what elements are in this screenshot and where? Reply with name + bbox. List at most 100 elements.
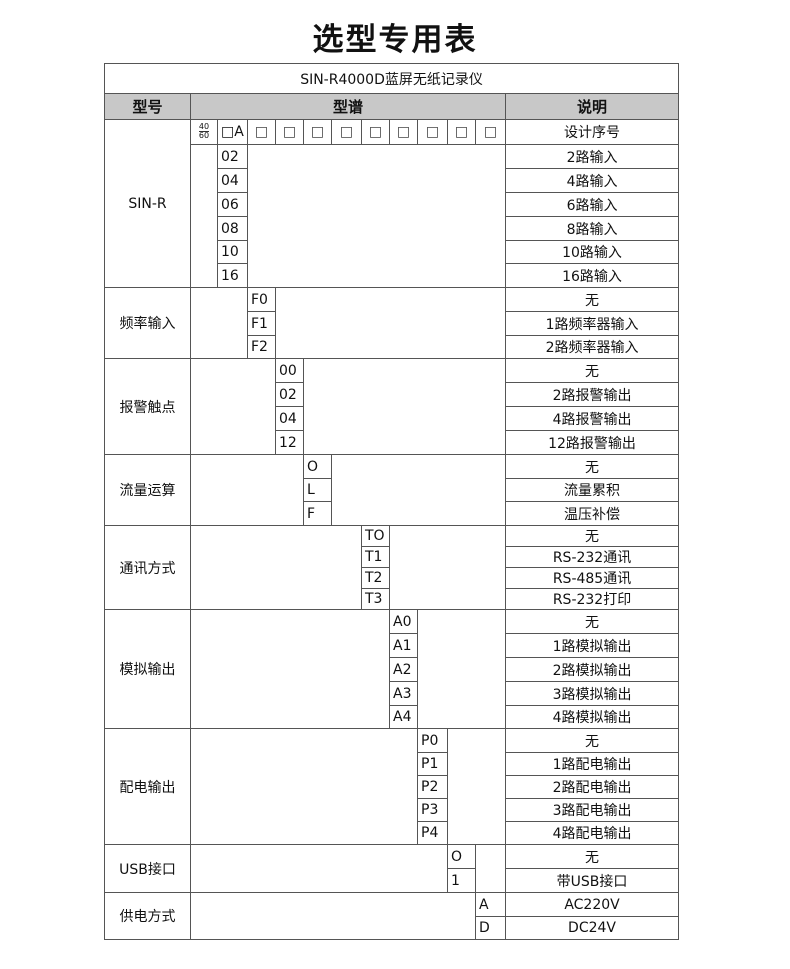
selection-table: SIN-R4000D蓝屏无纸记录仪 型号 型谱 说明 SIN-R 40 60 □A □ □… (103, 63, 680, 940)
empty-cell (190, 609, 390, 729)
empty-cell (190, 287, 248, 359)
code-cell: F0 (247, 287, 276, 312)
table-row: F 温压补偿 (105, 501, 680, 526)
empty-cell (190, 144, 218, 288)
code-cell: F2 (247, 335, 276, 359)
empty-cell (475, 844, 506, 893)
design-code-box: □ (475, 119, 506, 145)
empty-cell (303, 358, 506, 455)
desc-cell: 无 (504, 844, 680, 869)
type-label: 频率输入 (104, 287, 191, 359)
type-label: 模拟输出 (104, 609, 191, 729)
code-cell: A3 (389, 681, 418, 706)
desc-cell: RS-232打印 (504, 588, 680, 610)
code-cell: 06 (217, 192, 248, 217)
code-cell: O (447, 844, 476, 869)
empty-cell (190, 525, 362, 610)
design-code-box: □ (331, 119, 362, 145)
header-code: 型谱 (190, 93, 506, 120)
table-row: USB接口 O 无 (104, 844, 680, 893)
table-row: 06 6路输入 (105, 192, 680, 217)
desc-cell: AC220V (504, 892, 680, 917)
desc-cell: 2路频率器输入 (504, 335, 680, 359)
empty-cell (190, 844, 448, 893)
table-row: 报警触点 00 无 (104, 358, 680, 455)
code-cell: 00 (275, 358, 304, 383)
desc-cell: 3路模拟输出 (504, 681, 680, 706)
type-label: SIN-R (104, 119, 191, 288)
desc-cell: 4路报警输出 (504, 406, 680, 431)
table-row: 02 2路输入 (105, 144, 680, 288)
table-row: P1 1路配电输出 (105, 752, 680, 776)
type-label: 通讯方式 (104, 525, 191, 610)
empty-cell (190, 358, 276, 455)
code-cell: A4 (389, 705, 418, 729)
desc-cell: 带USB接口 (504, 868, 680, 893)
design-code-box: □ (275, 119, 304, 145)
table-row: 16 16路输入 (105, 263, 680, 288)
desc-cell: 4路输入 (504, 168, 680, 193)
desc-cell: RS-485通讯 (504, 567, 680, 589)
desc-cell: 16路输入 (504, 263, 680, 288)
desc-cell: 10路输入 (504, 240, 680, 264)
desc-cell: 8路输入 (504, 216, 680, 241)
type-label: 配电输出 (104, 728, 191, 845)
code-cell: O (303, 454, 332, 479)
code-cell: A2 (389, 657, 418, 682)
code-cell: 16 (217, 263, 248, 288)
table-row: 模拟输出 A0 无 (104, 609, 680, 729)
code-cell: P0 (417, 728, 448, 753)
table-row: 04 4路报警输出 (105, 406, 680, 431)
type-label: 报警触点 (104, 358, 191, 455)
code-cell: T1 (361, 546, 390, 568)
code-cell: 02 (275, 382, 304, 407)
desc-cell: 设计序号 (504, 119, 680, 145)
desc-cell: 4路模拟输出 (504, 705, 680, 729)
code-cell: P3 (417, 798, 448, 822)
empty-cell (417, 609, 506, 729)
desc-cell: 无 (504, 609, 680, 634)
header-type: 型号 (104, 93, 191, 120)
empty-cell (190, 728, 418, 845)
type-label: 供电方式 (104, 892, 191, 940)
empty-cell (275, 287, 506, 359)
empty-cell (190, 892, 476, 940)
table-row: A4 4路模拟输出 (105, 705, 680, 729)
design-code-box: □ (303, 119, 332, 145)
table-row: 08 8路输入 (105, 216, 680, 241)
table-row: 供电方式 A AC220V (104, 892, 680, 940)
code-cell: 04 (217, 168, 248, 193)
table-row: A3 3路模拟输出 (105, 681, 680, 706)
code-cell: TO (361, 525, 390, 547)
code-cell: 10 (217, 240, 248, 264)
desc-cell: 无 (504, 287, 680, 312)
table-row: L 流量累积 (105, 478, 680, 502)
table-row: 04 4路输入 (105, 168, 680, 193)
table-row: F1 1路频率器输入 (105, 311, 680, 336)
design-code-first: □A (217, 119, 248, 145)
code-cell: T2 (361, 567, 390, 589)
desc-cell: 1路配电输出 (504, 752, 680, 776)
design-code-box: □ (417, 119, 448, 145)
code-cell: A1 (389, 633, 418, 658)
header-desc: 说明 (504, 93, 680, 120)
table-row: A2 2路模拟输出 (105, 657, 680, 682)
table-row: 频率输入 F0 无 (104, 287, 680, 359)
desc-cell: 无 (504, 728, 680, 753)
desc-cell: 无 (504, 454, 680, 479)
design-code-box: □ (361, 119, 390, 145)
table-row: 1 带USB接口 (105, 868, 680, 893)
desc-cell: 12路报警输出 (504, 430, 680, 455)
code-cell: D (475, 916, 506, 940)
empty-cell (190, 454, 304, 526)
table-title: SIN-R4000D蓝屏无纸记录仪 (103, 63, 680, 94)
desc-cell: 2路报警输出 (504, 382, 680, 407)
page-title: 选型专用表 (312, 22, 478, 58)
code-cell: 12 (275, 430, 304, 455)
code-cell: F1 (247, 311, 276, 336)
table-row: 02 2路报警输出 (105, 382, 680, 407)
code-cell: 08 (217, 216, 248, 241)
desc-cell: 无 (504, 525, 680, 547)
type-label: 流量运算 (104, 454, 191, 526)
table-row: F2 2路频率器输入 (105, 335, 680, 359)
